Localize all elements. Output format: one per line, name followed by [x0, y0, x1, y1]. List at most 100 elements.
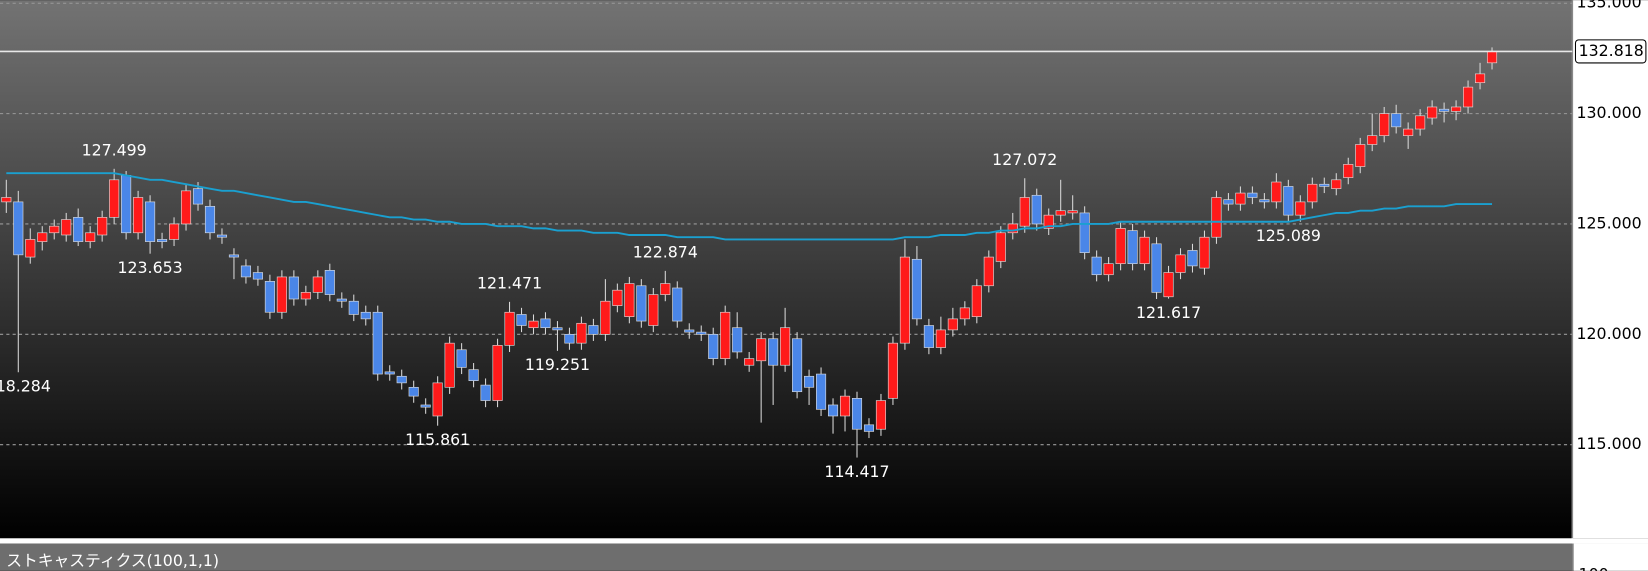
candle-body	[324, 269, 335, 295]
panel-separator	[0, 538, 1648, 544]
candle-body	[1463, 86, 1474, 108]
candle-body	[216, 234, 228, 238]
candle-body	[169, 223, 180, 240]
candle-body	[204, 205, 216, 234]
candle-body	[300, 292, 311, 300]
candle-body	[25, 239, 36, 258]
candle-body	[408, 386, 419, 397]
last-price-label: 132.818	[1579, 41, 1644, 60]
candle-body	[1235, 192, 1246, 205]
candle-body	[240, 265, 251, 278]
candle-body	[97, 217, 108, 236]
candle-body	[384, 371, 395, 375]
candle-body	[1283, 186, 1294, 216]
candle-body	[624, 283, 635, 317]
candle-body	[1, 197, 12, 203]
candle-body	[396, 375, 407, 384]
candle-body	[756, 338, 767, 362]
candle-body	[1187, 250, 1198, 267]
candle-body	[1175, 254, 1186, 273]
extreme-label: 127.499	[82, 140, 147, 159]
candle-body	[1139, 236, 1150, 265]
candle-body	[276, 276, 287, 313]
candle-body	[983, 256, 994, 287]
candle-body	[1295, 201, 1306, 216]
candle-body	[1007, 223, 1018, 234]
sub-panel-title: ストキャスティクス(100,1,1)	[6, 551, 219, 570]
candle-body	[492, 345, 503, 401]
candle-body	[37, 232, 48, 242]
candle-body	[1319, 183, 1330, 187]
candle-body	[540, 318, 551, 329]
candle-body	[121, 175, 132, 234]
candle-body	[588, 325, 599, 335]
candle-body	[552, 327, 563, 331]
y-tick-label: 125.000	[1577, 213, 1642, 232]
plot-background	[0, 0, 1573, 539]
candle-body	[504, 311, 515, 346]
candle-body	[1259, 199, 1270, 203]
candle-body	[1451, 106, 1462, 112]
candle-body	[1379, 113, 1390, 136]
candle-body	[1247, 192, 1258, 198]
candle-body	[444, 342, 455, 388]
candle-body	[816, 373, 827, 410]
candle-body	[1331, 179, 1342, 189]
candle-body	[1091, 256, 1102, 276]
extreme-label: 118.284	[0, 376, 51, 395]
extreme-label: 119.251	[525, 355, 590, 374]
candle-body	[1415, 115, 1426, 130]
candle-body	[672, 287, 683, 322]
candle-body	[1067, 210, 1078, 214]
candle-body	[1043, 214, 1054, 229]
candle-body	[1163, 272, 1174, 298]
candle-body	[947, 318, 958, 331]
candle-body	[312, 276, 323, 293]
candle-body	[899, 256, 910, 344]
candle-body	[696, 331, 707, 335]
candle-body	[61, 219, 72, 236]
candle-body	[1427, 106, 1438, 119]
y-tick-label: 120.000	[1577, 324, 1642, 343]
candle-body	[264, 281, 275, 313]
candle-body	[1151, 243, 1162, 293]
candle-body	[1307, 183, 1318, 203]
extreme-label: 115.861	[405, 430, 470, 449]
candle-body	[648, 294, 659, 326]
candle-body	[1115, 228, 1126, 265]
extreme-label: 121.471	[477, 273, 542, 292]
candle-body	[360, 311, 371, 320]
candle-body	[432, 382, 443, 417]
candle-body	[1199, 236, 1210, 269]
candle-body	[145, 201, 156, 242]
candle-body	[180, 190, 192, 225]
candle-body	[863, 424, 875, 432]
candle-body	[1079, 212, 1090, 253]
candle-body	[528, 320, 539, 329]
candle-body	[456, 349, 467, 368]
y-tick-label: 135.000	[1577, 0, 1642, 12]
candle-body	[804, 375, 815, 388]
sub-y-tick-label: 100	[1579, 565, 1609, 571]
candle-body	[468, 369, 479, 381]
candle-body	[252, 272, 263, 280]
candle-body	[1271, 181, 1282, 203]
candle-body	[576, 322, 587, 344]
candle-body	[636, 285, 647, 322]
candle-body	[827, 404, 839, 417]
sub-axis-background	[1573, 543, 1648, 571]
candle-body	[336, 298, 347, 302]
candle-body	[1031, 194, 1042, 225]
y-tick-label: 115.000	[1577, 434, 1642, 453]
candle-body	[1355, 144, 1366, 167]
candle-body	[85, 232, 96, 242]
candle-body	[851, 398, 863, 430]
candle-body	[708, 334, 719, 359]
extreme-label: 127.072	[992, 150, 1057, 169]
candle-body	[372, 311, 383, 375]
candle-body	[1127, 230, 1138, 265]
extreme-label: 121.617	[1136, 303, 1201, 322]
axis-background	[1572, 0, 1648, 539]
candle-body	[1486, 51, 1498, 64]
